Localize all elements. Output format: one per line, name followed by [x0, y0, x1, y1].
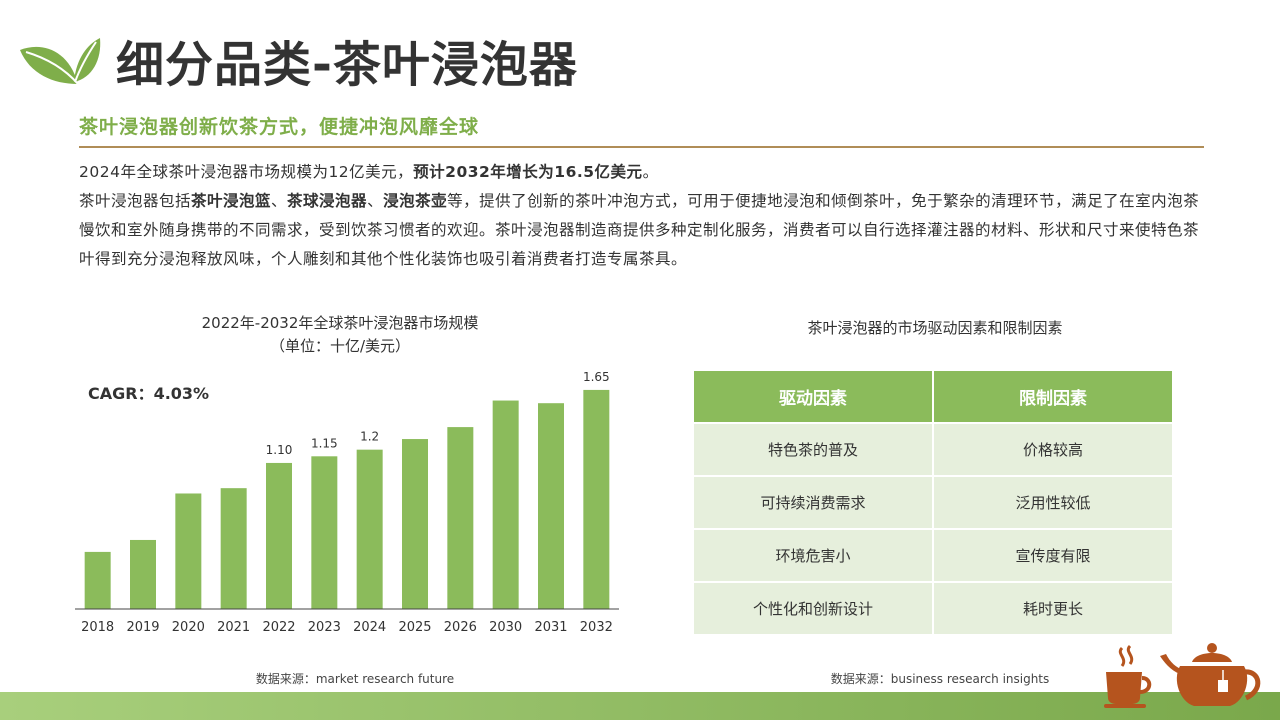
body-line2-start: 茶叶浸泡器包括 — [79, 192, 192, 210]
chart-title-unit: （单位：十亿/美元） — [269, 337, 411, 355]
body-line2-rest: 等，提供了创新的茶叶冲泡方式，可用于便捷地浸泡和倾倒茶叶，免于繁杂的清理环节，满… — [79, 192, 1200, 268]
body-line1-bold: 预计2032年增长为16.5亿美元 — [413, 163, 643, 181]
bold-term-1: 茶叶浸泡篮 — [191, 192, 272, 210]
table-cell: 可持续消费需求 — [694, 475, 934, 529]
x-tick-label: 2019 — [126, 620, 159, 635]
x-tick-label: 2024 — [353, 620, 386, 635]
body-paragraph-2: 茶叶浸泡器包括茶叶浸泡篮、茶球浸泡器、浸泡茶壶等，提供了创新的茶叶冲泡方式，可用… — [79, 187, 1209, 274]
chart-title: 2022年-2032年全球茶叶浸泡器市场规模 （单位：十亿/美元） — [200, 312, 480, 358]
chart-source: 数据来源：market research future — [255, 672, 455, 686]
bar-2032 — [583, 389, 610, 609]
data-label: 1.15 — [311, 436, 338, 450]
header-drivers: 驱动因素 — [694, 371, 934, 423]
leaf-logo-icon — [20, 38, 101, 85]
data-label: 1.65 — [583, 370, 610, 384]
table-cell: 泛用性较低 — [933, 475, 1172, 529]
body-line-1: 2024年全球茶叶浸泡器市场规模为12亿美元，预计2032年增长为16.5亿美元… — [79, 158, 1209, 187]
cagr-annotation: CAGR：4.03% — [88, 384, 210, 403]
x-tick-label: 2020 — [172, 620, 205, 635]
x-tick-label: 2031 — [534, 620, 567, 635]
x-tick-label: 2026 — [444, 620, 477, 635]
bar-chart: 2018 2019 2020 2021 2022 1.10 2023 1.15 2024 1.2 2… — [75, 370, 619, 635]
header-restraints: 限制因素 — [933, 371, 1172, 423]
chart-title-main: 2022年-2032年全球茶叶浸泡器市场规模 — [201, 314, 479, 332]
table-cell: 价格较高 — [933, 422, 1172, 476]
x-tick-label: 2032 — [580, 620, 613, 635]
table-header-row: 驱动因素 限制因素 — [694, 371, 1172, 423]
bold-term-3: 浸泡茶壶 — [383, 192, 448, 210]
bar-2022 — [266, 462, 292, 609]
data-label: 1.2 — [360, 430, 379, 444]
bar-2021 — [220, 488, 247, 609]
table-source: 数据来源：business research insights — [830, 672, 1050, 686]
separator-1: 、 — [271, 192, 288, 210]
bar-2019 — [130, 539, 156, 609]
table-cell: 耗时更长 — [933, 581, 1172, 634]
table-row: 可持续消费需求 泛用性较低 — [694, 475, 1172, 529]
page-title: 细分品类-茶叶浸泡器 — [116, 37, 578, 93]
page-subtitle: 茶叶浸泡器创新饮茶方式，便捷冲泡风靡全球 — [79, 116, 480, 138]
body-line1-end: 。 — [642, 163, 659, 181]
table-row: 特色茶的普及 价格较高 — [694, 422, 1172, 476]
bar-2020 — [175, 493, 202, 609]
x-tick-label: 2023 — [308, 620, 341, 635]
table-title: 茶叶浸泡器的市场驱动因素和限制因素 — [807, 319, 1063, 337]
bar-2018 — [84, 551, 111, 609]
table-cell: 特色茶的普及 — [694, 422, 934, 476]
bar-2023 — [311, 456, 338, 609]
bold-term-2: 茶球浸泡器 — [287, 192, 368, 210]
table-cell: 个性化和创新设计 — [694, 581, 934, 634]
table-row: 环境危害小 宣传度有限 — [694, 528, 1172, 582]
bar-2031 — [538, 403, 564, 609]
x-tick-label: 2025 — [398, 620, 431, 635]
x-tick-label: 2022 — [262, 620, 295, 635]
table-cell: 环境危害小 — [694, 528, 934, 582]
teapot-icon — [1104, 643, 1261, 708]
x-tick-label: 2018 — [81, 620, 114, 635]
bar-2025 — [402, 439, 428, 609]
bar-2024 — [356, 449, 383, 609]
divider — [79, 146, 1204, 148]
body-line1-text: 2024年全球茶叶浸泡器市场规模为12亿美元， — [79, 163, 414, 181]
body-text: 2024年全球茶叶浸泡器市场规模为12亿美元，预计2032年增长为16.5亿美元… — [79, 158, 1209, 274]
bar-2026 — [447, 427, 474, 609]
x-tick-label: 2030 — [489, 620, 522, 635]
bar-2030 — [492, 400, 519, 609]
data-label: 1.10 — [266, 443, 293, 457]
x-tick-label: 2021 — [217, 620, 250, 635]
separator-2: 、 — [367, 192, 384, 210]
table-cell: 宣传度有限 — [933, 528, 1172, 582]
footer-band — [0, 692, 1280, 720]
drivers-restraints-table: 驱动因素 限制因素 特色茶的普及 价格较高 可持续消费需求 泛用性较低 环境危害… — [694, 371, 1172, 634]
table-row: 个性化和创新设计 耗时更长 — [694, 581, 1172, 634]
